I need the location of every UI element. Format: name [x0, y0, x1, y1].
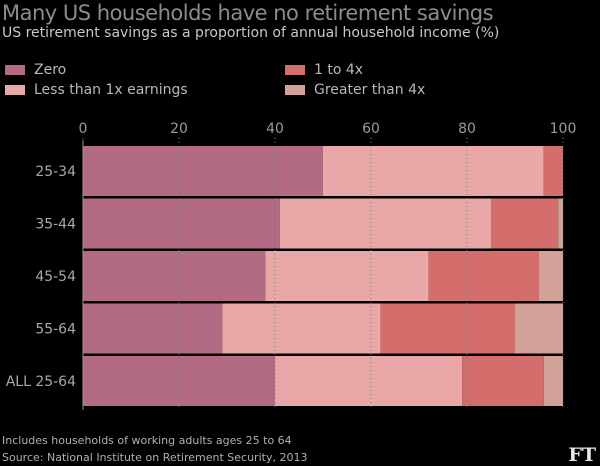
bar-segment — [543, 146, 563, 196]
x-tick-label: 80 — [458, 121, 476, 137]
legend-swatch — [5, 85, 25, 95]
legend-swatch — [285, 65, 305, 75]
chart-title: Many US households have no retirement sa… — [2, 1, 494, 25]
bar-segment — [83, 251, 266, 301]
bar-segment — [462, 356, 544, 406]
category-label: 55-64 — [35, 322, 76, 338]
legend-item-greater-than-4x: Greater than 4x — [285, 82, 425, 98]
bar-segment — [265, 251, 429, 301]
x-tick-label: 0 — [79, 121, 88, 137]
legend-swatch — [5, 65, 25, 75]
chart-subtitle: US retirement savings as a proportion of… — [2, 25, 500, 41]
source-note: Source: National Institute on Retirement… — [2, 451, 308, 464]
bar-segment — [83, 303, 223, 354]
legend-label: Greater than 4x — [314, 82, 426, 98]
category-label: 25-34 — [35, 164, 76, 180]
x-tick-label: 100 — [550, 121, 577, 137]
category-label: ALL 25-64 — [6, 374, 76, 390]
bar-segment — [539, 251, 563, 301]
bar-segment — [323, 146, 544, 196]
x-tick-label: 60 — [362, 121, 380, 137]
legend-label: 1 to 4x — [314, 62, 364, 78]
bar-segment — [515, 303, 563, 354]
bar-segment — [558, 198, 563, 249]
category-label: 35-44 — [35, 217, 76, 233]
x-tick-label: 20 — [170, 121, 188, 137]
x-tick-label: 40 — [266, 121, 284, 137]
bar-segment — [83, 356, 275, 406]
bar-segment — [543, 356, 563, 406]
legend-item-1-to-4x: 1 to 4x — [285, 62, 363, 78]
footnote: Includes households of working adults ag… — [2, 434, 292, 447]
bar-segment — [222, 303, 381, 354]
legend-swatch — [285, 85, 305, 95]
legend-label: Less than 1x earnings — [34, 82, 188, 98]
legend-item-zero: Zero — [5, 62, 66, 78]
legend-label: Zero — [34, 62, 67, 78]
bar-segment — [83, 198, 280, 249]
bar-segment — [275, 356, 463, 406]
ft-logo: FT — [568, 444, 596, 466]
bar-segment — [380, 303, 515, 354]
category-label: 45-54 — [35, 269, 76, 285]
bar-segment — [83, 146, 323, 196]
bar-segment — [279, 198, 491, 249]
legend-item-less-than-1x: Less than 1x earnings — [5, 82, 188, 98]
bar-segment — [428, 251, 539, 301]
bar-segment — [491, 198, 559, 249]
